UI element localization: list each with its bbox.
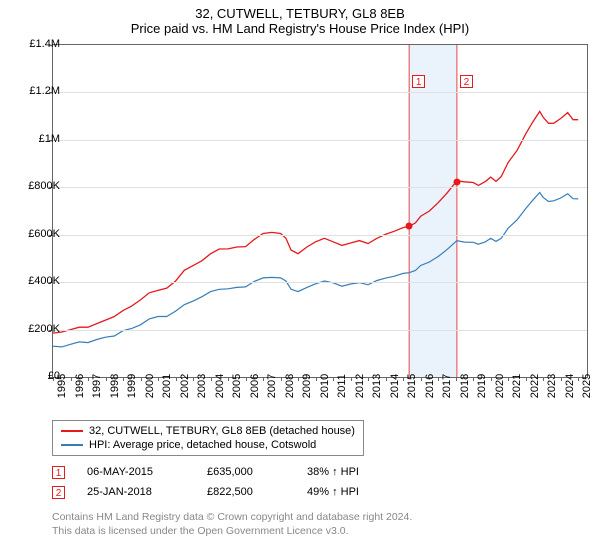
y-axis-label: £400K: [10, 275, 60, 287]
chart-svg: [53, 45, 587, 377]
x-axis-label: 2008: [284, 374, 296, 398]
gridline: [53, 282, 587, 283]
footer-line1: Contains HM Land Registry data © Crown c…: [52, 510, 412, 524]
x-axis-label: 2005: [231, 374, 243, 398]
x-axis-label: 2016: [424, 374, 436, 398]
x-axis-label: 2024: [564, 374, 576, 398]
x-axis-label: 1996: [74, 374, 86, 398]
sale-date: 06-MAY-2015: [87, 466, 207, 478]
sale-marker-dot: [406, 223, 413, 230]
chart-title-line2: Price paid vs. HM Land Registry's House …: [0, 21, 600, 40]
x-axis-label: 2011: [336, 374, 348, 398]
x-axis-label: 1998: [109, 374, 121, 398]
sale-date: 25-JAN-2018: [87, 486, 207, 498]
x-axis-label: 2010: [319, 374, 331, 398]
plot-area: 12: [52, 44, 588, 378]
legend-box: 32, CUTWELL, TETBURY, GL8 8EB (detached …: [52, 420, 364, 456]
x-axis-label: 1997: [91, 374, 103, 398]
x-axis-label: 2020: [494, 374, 506, 398]
gridline: [53, 140, 587, 141]
y-axis-label: £1.2M: [10, 85, 60, 97]
sale-price: £635,000: [207, 466, 307, 478]
gridline: [53, 330, 587, 331]
chart-container: 32, CUTWELL, TETBURY, GL8 8EB Price paid…: [0, 0, 600, 560]
x-axis-label: 2018: [459, 374, 471, 398]
gridline: [53, 92, 587, 93]
legend-item: HPI: Average price, detached house, Cots…: [61, 438, 355, 452]
legend-label: HPI: Average price, detached house, Cots…: [89, 439, 316, 451]
sale-marker-icon: 2: [52, 486, 65, 499]
x-axis-label: 2001: [161, 374, 173, 398]
x-axis-label: 2013: [371, 374, 383, 398]
sale-row: 1 06-MAY-2015£635,00038% ↑ HPI: [52, 462, 397, 482]
sale-pct: 38% ↑ HPI: [307, 466, 397, 478]
sale-row: 2 25-JAN-2018£822,50049% ↑ HPI: [52, 482, 397, 502]
x-axis-label: 2004: [214, 374, 226, 398]
x-axis-label: 2022: [529, 374, 541, 398]
gridline: [53, 187, 587, 188]
x-axis-label: 1999: [126, 374, 138, 398]
legend-item: 32, CUTWELL, TETBURY, GL8 8EB (detached …: [61, 424, 355, 438]
sale-price: £822,500: [207, 486, 307, 498]
y-axis-label: £600K: [10, 228, 60, 240]
x-axis-label: 2009: [301, 374, 313, 398]
x-axis-label: 2006: [249, 374, 261, 398]
sale-pct: 49% ↑ HPI: [307, 486, 397, 498]
x-axis-label: 2023: [546, 374, 558, 398]
y-axis-label: £0: [10, 370, 60, 382]
chart-title-line1: 32, CUTWELL, TETBURY, GL8 8EB: [0, 0, 600, 21]
legend-swatch: [61, 430, 83, 432]
x-axis-label: 2017: [441, 374, 453, 398]
y-axis-label: £200K: [10, 323, 60, 335]
footer-line2: This data is licensed under the Open Gov…: [52, 524, 412, 538]
x-axis-label: 2014: [389, 374, 401, 398]
x-axis-label: 2019: [476, 374, 488, 398]
sale-flag-label: 2: [460, 75, 473, 88]
legend-swatch: [61, 444, 83, 446]
x-axis-label: 2003: [196, 374, 208, 398]
x-axis-label: 2012: [354, 374, 366, 398]
sale-flag-label: 1: [412, 75, 425, 88]
x-axis-label: 1995: [56, 374, 68, 398]
y-axis-label: £1M: [10, 133, 60, 145]
sales-table: 1 06-MAY-2015£635,00038% ↑ HPI 2 25-JAN-201…: [52, 462, 397, 502]
x-axis-label: 2002: [179, 374, 191, 398]
sale-marker-dot: [453, 178, 460, 185]
x-axis-label: 2007: [266, 374, 278, 398]
x-axis-label: 2021: [511, 374, 523, 398]
legend-label: 32, CUTWELL, TETBURY, GL8 8EB (detached …: [89, 425, 355, 437]
gridline: [53, 235, 587, 236]
x-axis-label: 2000: [144, 374, 156, 398]
y-axis-label: £800K: [10, 180, 60, 192]
y-axis-label: £1.4M: [10, 38, 60, 50]
x-axis-label: 2025: [581, 374, 593, 398]
footer-attribution: Contains HM Land Registry data © Crown c…: [52, 510, 412, 538]
sale-marker-icon: 1: [52, 466, 65, 479]
x-axis-label: 2015: [406, 374, 418, 398]
